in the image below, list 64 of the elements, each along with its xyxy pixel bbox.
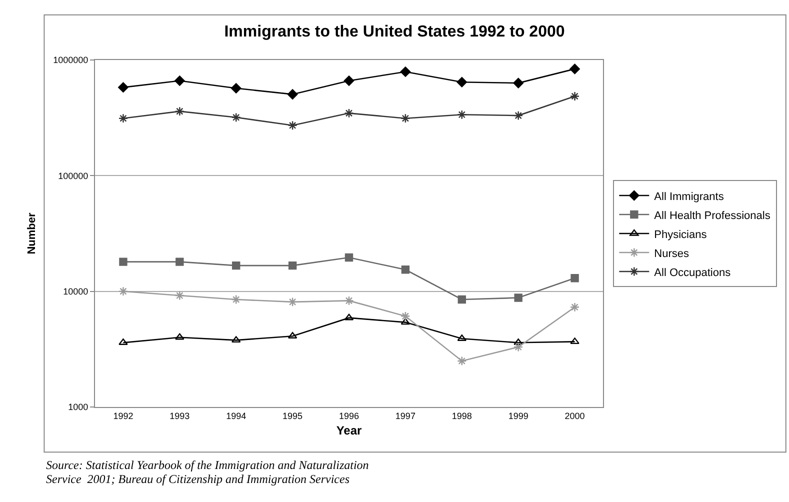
point	[174, 290, 184, 300]
legend-label: Physicians	[654, 228, 708, 241]
y-tick-label: 1000000	[53, 55, 88, 66]
point	[344, 253, 354, 262]
source-note: Source: Statistical Yearbook of the Immigration and Naturalization	[46, 458, 369, 472]
point	[174, 106, 184, 116]
point	[456, 76, 468, 88]
y-tick-label: 10000	[63, 286, 88, 296]
y-axis-title: Number	[26, 212, 38, 254]
x-axis-title: Year	[336, 424, 362, 438]
y-tick-label: 1000	[68, 402, 88, 412]
point	[230, 83, 242, 94]
x-tick-label: 1993	[170, 410, 190, 421]
point	[288, 297, 298, 307]
point	[344, 296, 354, 306]
chart-title: Immigrants to the United States 1992 to 2000	[224, 23, 565, 40]
legend-label: Nurses	[654, 248, 690, 260]
x-tick-label: 1996	[338, 410, 360, 421]
x-tick-label: 1992	[113, 410, 134, 421]
point	[344, 76, 354, 86]
point	[176, 258, 184, 266]
point	[175, 333, 184, 340]
point	[232, 261, 240, 270]
point	[570, 302, 580, 312]
point	[570, 64, 580, 74]
point	[231, 294, 241, 304]
legend-label: All Health Professionals	[654, 210, 771, 222]
point	[514, 294, 522, 302]
point	[118, 286, 128, 296]
point	[570, 338, 580, 344]
point	[344, 108, 354, 118]
point	[570, 91, 580, 102]
point	[119, 258, 128, 266]
x-tick-label: 1994	[226, 410, 246, 421]
point	[513, 78, 524, 88]
legend-label: All Immigrants	[654, 190, 724, 203]
point	[231, 112, 241, 122]
point	[231, 336, 241, 343]
point	[288, 120, 298, 130]
point	[401, 266, 410, 274]
x-tick-label: 1997	[395, 410, 416, 421]
y-tick-label: 100000	[58, 170, 88, 181]
point	[400, 311, 410, 321]
point	[288, 261, 297, 270]
point	[458, 295, 466, 304]
point	[400, 318, 410, 325]
point	[174, 76, 185, 86]
point	[344, 314, 354, 320]
x-tick-label: 1998	[452, 410, 472, 421]
point	[118, 82, 128, 93]
x-tick-label: 1995	[282, 410, 303, 421]
point	[570, 274, 579, 282]
legend-label: All Occupations	[654, 266, 732, 279]
point	[514, 110, 524, 120]
point	[514, 342, 524, 352]
x-tick-label: 1999	[508, 410, 528, 421]
point	[287, 89, 298, 100]
point	[400, 114, 410, 124]
point	[457, 356, 467, 366]
x-tick-label: 2000	[564, 410, 585, 421]
text: Service 2001; Bureau of Citizenship and Immigration Services	[46, 472, 350, 486]
point	[457, 110, 467, 120]
point	[400, 66, 411, 77]
point	[118, 114, 128, 124]
